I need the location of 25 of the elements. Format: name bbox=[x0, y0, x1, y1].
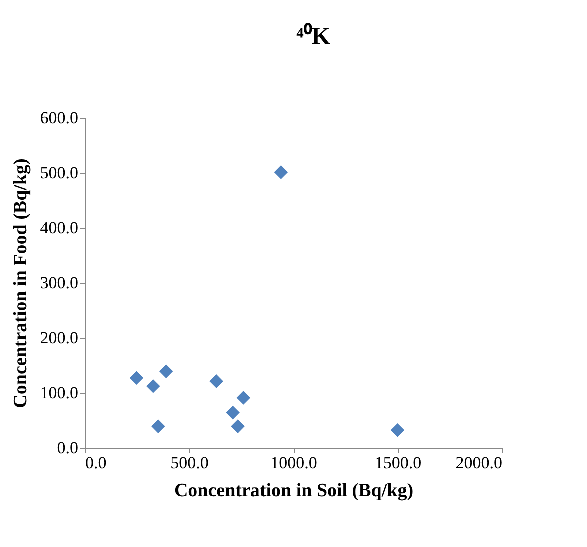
x-tick-label: 2000.0 bbox=[456, 454, 502, 472]
point bbox=[274, 166, 288, 180]
chart-title: ⁴⁰K bbox=[296, 23, 331, 50]
point bbox=[210, 374, 224, 388]
x-tick-label: 1500.0 bbox=[374, 454, 422, 472]
y-tick-label: 400.0 bbox=[40, 218, 78, 238]
point bbox=[130, 371, 144, 386]
point bbox=[226, 406, 240, 420]
y-axis-title: Concentration in Food (Bq/kg) bbox=[10, 158, 32, 408]
y-tick-label: 500.0 bbox=[40, 164, 78, 182]
y-tick-label: 300.0 bbox=[40, 274, 78, 292]
y-tick-label: 0.0 bbox=[57, 438, 78, 458]
x-tick-label: 0.0 bbox=[86, 454, 107, 472]
point bbox=[159, 364, 174, 378]
y-tick-label: 600.0 bbox=[40, 108, 78, 128]
x-tick-label: 500.0 bbox=[170, 454, 209, 472]
point bbox=[236, 391, 251, 405]
x-axis-title: Concentration in Soil (Bq/kg) bbox=[174, 480, 414, 502]
y-tick-label: 200.0 bbox=[40, 328, 78, 348]
point bbox=[231, 420, 245, 434]
y-tick-label: 100.0 bbox=[40, 384, 78, 402]
point bbox=[390, 424, 405, 438]
x-tick-label: 1000.0 bbox=[270, 454, 318, 472]
point bbox=[146, 380, 160, 394]
point bbox=[152, 420, 166, 434]
